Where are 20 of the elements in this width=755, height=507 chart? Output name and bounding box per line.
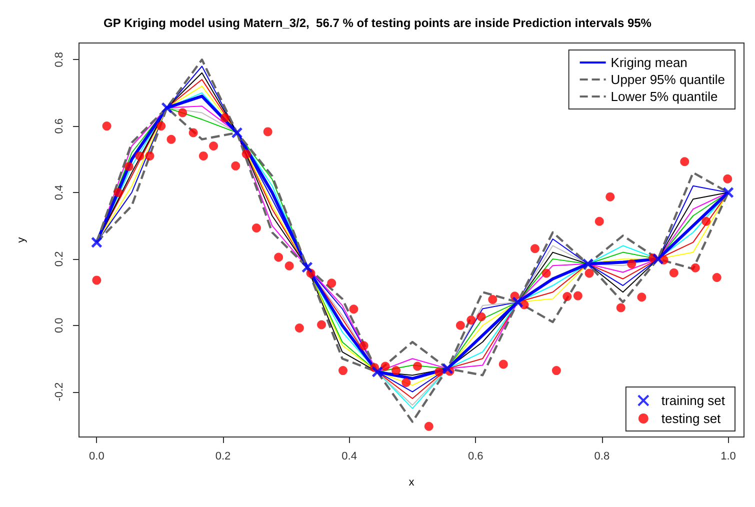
y-tick-label: 0.4: [54, 184, 66, 200]
y-tick-label: 0.0: [54, 318, 66, 334]
x-tick-label: 0.6: [468, 450, 484, 462]
legend-label: testing set: [661, 411, 722, 426]
y-tick-label: -0.2: [54, 382, 66, 402]
legend-label: Kriging mean: [610, 55, 688, 70]
legend-label: Upper 95% quantile: [610, 72, 726, 87]
legend-label: Lower 5% quantile: [610, 89, 718, 104]
x-tick-label: 0.0: [89, 450, 104, 462]
y-axis-title: y: [16, 236, 28, 243]
x-tick-label: 1.0: [720, 450, 736, 462]
x-tick-label: 0.4: [342, 450, 357, 462]
y-tick-label: 0.2: [54, 251, 66, 267]
chart-title: GP Kriging model using Matern_3/2, 56.7 % of testing points are inside Prediction intervals 95%: [104, 16, 652, 30]
x-tick-label: 0.8: [594, 450, 610, 462]
x-tick-label: 0.2: [215, 450, 231, 462]
legend-label: training set: [661, 393, 726, 408]
y-tick-label: 0.8: [54, 52, 66, 68]
y-tick-label: 0.6: [54, 118, 66, 134]
x-axis-title: x: [408, 476, 415, 488]
